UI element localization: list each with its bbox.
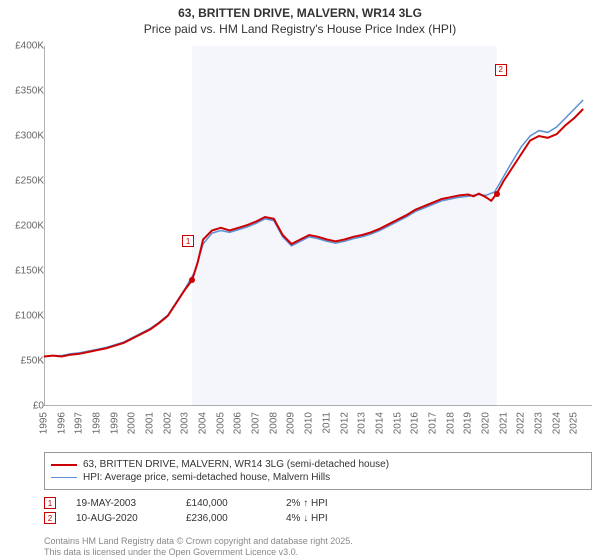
xtick-label: 2019 <box>463 412 474 434</box>
price-point <box>494 191 500 197</box>
legend-swatch <box>51 477 77 478</box>
footer-line2: This data is licensed under the Open Gov… <box>44 547 353 558</box>
xtick-label: 2021 <box>498 412 509 434</box>
marker-callout: 2 <box>495 64 507 76</box>
chart-container: 63, BRITTEN DRIVE, MALVERN, WR14 3LG Pri… <box>0 0 600 560</box>
legend-row: HPI: Average price, semi-detached house,… <box>51 472 585 483</box>
title-address: 63, BRITTEN DRIVE, MALVERN, WR14 3LG <box>0 6 600 20</box>
xtick-label: 1998 <box>92 412 103 434</box>
xtick-label: 2018 <box>445 412 456 434</box>
xtick-label: 2024 <box>551 412 562 434</box>
ytick-label: £0 <box>2 401 44 412</box>
marker-number: 1 <box>44 497 56 509</box>
ytick-label: £350K <box>2 86 44 97</box>
ytick-label: £400K <box>2 41 44 52</box>
xtick-label: 2023 <box>533 412 544 434</box>
xtick-label: 1996 <box>56 412 67 434</box>
xtick-label: 2015 <box>392 412 403 434</box>
ytick-label: £200K <box>2 221 44 232</box>
xtick-label: 2025 <box>569 412 580 434</box>
marker-date: 10-AUG-2020 <box>76 513 166 524</box>
xtick-label: 2004 <box>198 412 209 434</box>
ytick-label: £150K <box>2 266 44 277</box>
title-subtitle: Price paid vs. HM Land Registry's House … <box>0 22 600 36</box>
marker-row: 1 19-MAY-2003 £140,000 2% ↑ HPI <box>44 497 366 509</box>
xtick-label: 2013 <box>357 412 368 434</box>
title-block: 63, BRITTEN DRIVE, MALVERN, WR14 3LG Pri… <box>0 0 600 36</box>
ytick-label: £50K <box>2 356 44 367</box>
chart-area: 12 <box>44 46 592 406</box>
footer-line1: Contains HM Land Registry data © Crown c… <box>44 536 353 547</box>
ytick-label: £100K <box>2 311 44 322</box>
xtick-label: 2006 <box>233 412 244 434</box>
marker-date: 19-MAY-2003 <box>76 498 166 509</box>
chart-svg <box>44 46 592 406</box>
xtick-label: 2016 <box>410 412 421 434</box>
xtick-label: 1995 <box>39 412 50 434</box>
xtick-label: 2012 <box>339 412 350 434</box>
ytick-label: £250K <box>2 176 44 187</box>
xtick-label: 1997 <box>74 412 85 434</box>
xtick-label: 2002 <box>162 412 173 434</box>
legend-swatch <box>51 464 77 466</box>
legend: 63, BRITTEN DRIVE, MALVERN, WR14 3LG (se… <box>44 452 592 490</box>
xtick-label: 2017 <box>427 412 438 434</box>
marker-table: 1 19-MAY-2003 £140,000 2% ↑ HPI 2 10-AUG-2020… <box>44 494 366 527</box>
xtick-label: 2022 <box>516 412 527 434</box>
marker-delta: 4% ↓ HPI <box>286 513 366 524</box>
marker-row: 2 10-AUG-2020 £236,000 4% ↓ HPI <box>44 512 366 524</box>
xtick-label: 2009 <box>286 412 297 434</box>
xtick-label: 2020 <box>480 412 491 434</box>
xtick-label: 2007 <box>251 412 262 434</box>
xtick-label: 2011 <box>321 412 332 434</box>
legend-row: 63, BRITTEN DRIVE, MALVERN, WR14 3LG (se… <box>51 459 585 470</box>
price-point <box>189 277 195 283</box>
xtick-label: 1999 <box>109 412 120 434</box>
ytick-label: £300K <box>2 131 44 142</box>
xtick-label: 2000 <box>127 412 138 434</box>
xtick-label: 2005 <box>215 412 226 434</box>
xtick-label: 2003 <box>180 412 191 434</box>
xtick-label: 2001 <box>145 412 156 434</box>
marker-callout: 1 <box>182 235 194 247</box>
marker-number: 2 <box>44 512 56 524</box>
marker-price: £140,000 <box>186 498 266 509</box>
marker-price: £236,000 <box>186 513 266 524</box>
xtick-label: 2014 <box>374 412 385 434</box>
legend-label: 63, BRITTEN DRIVE, MALVERN, WR14 3LG (se… <box>83 459 389 470</box>
xtick-label: 2010 <box>304 412 315 434</box>
xtick-label: 2008 <box>268 412 279 434</box>
legend-label: HPI: Average price, semi-detached house,… <box>83 472 330 483</box>
footer: Contains HM Land Registry data © Crown c… <box>44 536 353 558</box>
marker-delta: 2% ↑ HPI <box>286 498 366 509</box>
